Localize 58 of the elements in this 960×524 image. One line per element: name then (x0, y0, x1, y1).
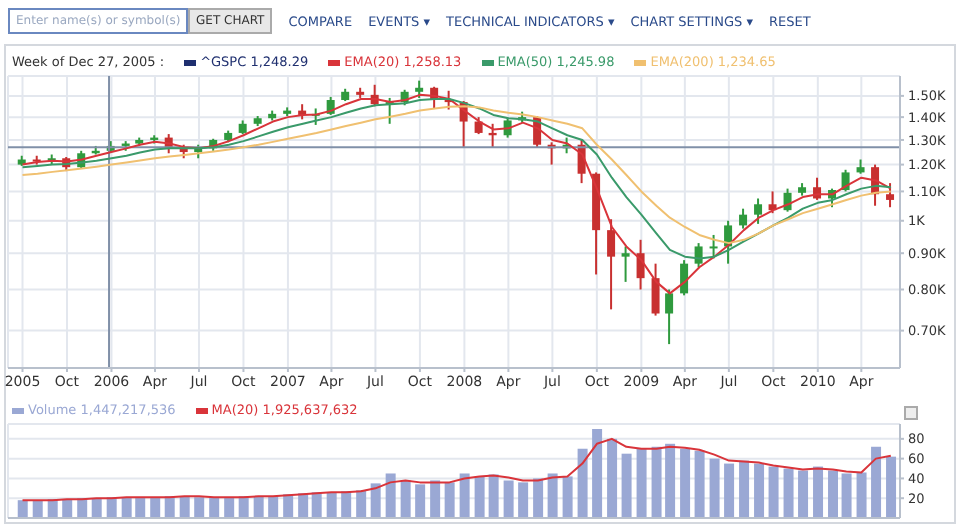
line-series (21, 437, 892, 502)
bar (253, 496, 264, 518)
candlestick (651, 262, 660, 317)
bar (91, 498, 102, 518)
bar (886, 456, 897, 518)
bar (370, 483, 381, 518)
bar (562, 476, 573, 518)
bar (459, 473, 470, 518)
candlestick (709, 233, 718, 260)
bar (694, 450, 705, 518)
bar (828, 470, 839, 518)
bar (547, 473, 558, 518)
bar (607, 438, 618, 518)
bar (474, 476, 485, 518)
bar (871, 446, 882, 518)
bar (577, 448, 588, 518)
bar (813, 466, 824, 518)
bar (385, 473, 396, 518)
bar (621, 453, 632, 518)
candlestick (665, 288, 674, 346)
bar (680, 448, 691, 518)
candlestick (694, 242, 703, 269)
bar (518, 482, 529, 518)
bar (194, 497, 205, 518)
bar (783, 468, 794, 518)
bar (209, 497, 220, 518)
candlestick (754, 197, 763, 225)
bar (415, 484, 426, 518)
bar (400, 480, 411, 518)
bar (17, 500, 28, 518)
candlestick (607, 218, 616, 311)
bar (326, 492, 337, 518)
bar (636, 448, 647, 518)
candlestick (886, 182, 895, 209)
candlestick (621, 245, 630, 283)
bar (533, 478, 544, 518)
bar (356, 490, 367, 518)
bar (488, 474, 499, 518)
bar (62, 499, 73, 518)
bar (503, 480, 514, 518)
bar (444, 482, 455, 518)
bar (798, 470, 809, 518)
bar (150, 497, 161, 518)
bar (739, 460, 750, 518)
bar (592, 428, 603, 518)
bar (724, 463, 735, 518)
bar (341, 491, 352, 518)
bar (224, 497, 235, 518)
bar (268, 496, 279, 518)
bar (841, 473, 852, 518)
bar (754, 463, 765, 518)
bar (768, 466, 779, 518)
bar (430, 480, 441, 518)
bar (709, 458, 720, 518)
bar (856, 472, 867, 518)
bar (179, 496, 190, 518)
candlestick (739, 207, 748, 230)
bar (32, 500, 43, 518)
